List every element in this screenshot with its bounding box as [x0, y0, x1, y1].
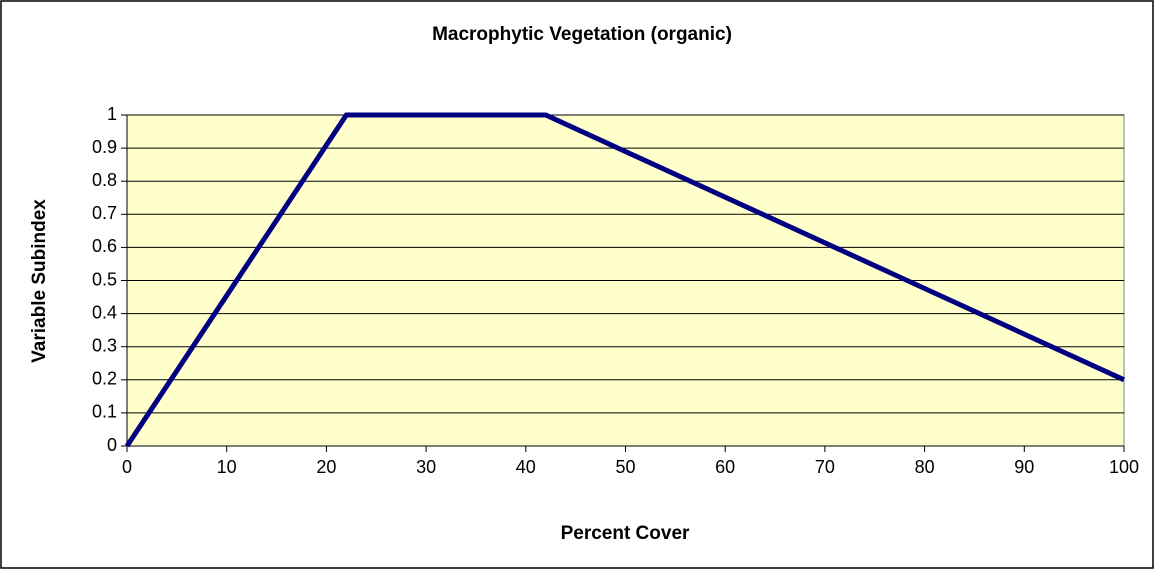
x-tick-label: 40	[516, 457, 536, 477]
x-tick-label: 100	[1109, 457, 1139, 477]
y-tick-label: 0.1	[92, 402, 117, 422]
x-tick-label: 50	[615, 457, 635, 477]
x-axis-label: Percent Cover	[561, 523, 690, 544]
y-tick-label: 0.2	[92, 369, 117, 389]
x-tick-label: 90	[1014, 457, 1034, 477]
x-tick-label: 60	[715, 457, 735, 477]
y-tick-label: 0.7	[92, 203, 117, 223]
x-tick-label: 80	[915, 457, 935, 477]
x-tick-label: 70	[815, 457, 835, 477]
y-tick-label: 1	[107, 104, 117, 124]
y-tick-label: 0.5	[92, 269, 117, 289]
chart-title: Macrophytic Vegetation (organic)	[432, 24, 732, 45]
y-tick-label: 0.9	[92, 137, 117, 157]
y-tick-label: 0	[107, 435, 117, 455]
x-tick-label: 30	[416, 457, 436, 477]
y-tick-label: 0.4	[92, 302, 117, 322]
y-tick-label: 0.8	[92, 170, 117, 190]
y-tick-label: 0.6	[92, 236, 117, 256]
y-tick-label: 0.3	[92, 335, 117, 355]
x-tick-label: 10	[217, 457, 237, 477]
data-line	[124, 112, 1126, 448]
x-tick-label: 20	[316, 457, 336, 477]
y-axis-label: Variable Subindex	[29, 199, 50, 363]
x-tick-label: 0	[122, 457, 132, 477]
